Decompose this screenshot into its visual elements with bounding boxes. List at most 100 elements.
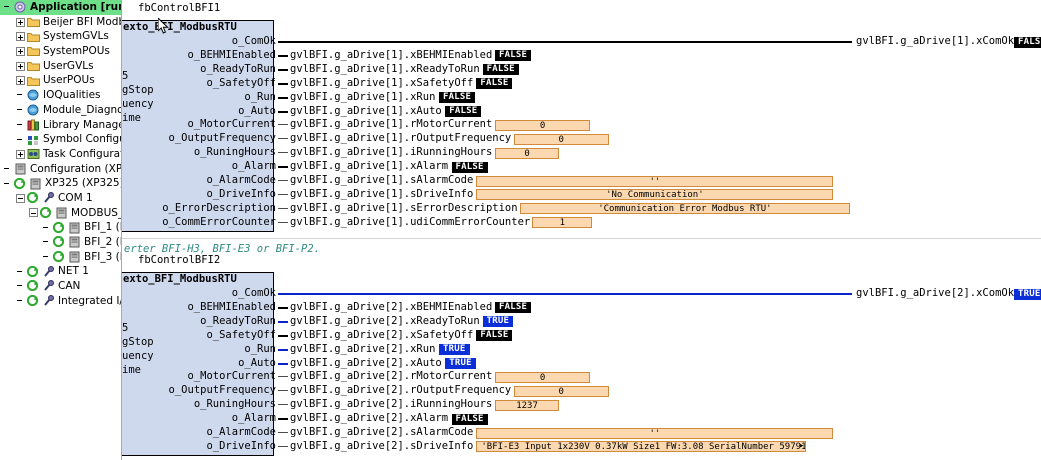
pou-icon bbox=[27, 104, 40, 116]
fb-output-connection-line bbox=[278, 41, 852, 43]
monitor-value-field[interactable]: 0 bbox=[495, 119, 591, 131]
monitor-value-field[interactable]: 0 bbox=[513, 385, 609, 397]
tree-item-beijer-bfi-modbus-rtu[interactable]: Beijer BFI Modbus RTU bbox=[0, 15, 121, 30]
output-variable-name: gvlBFI.g_aDrive[2].xSafetyOff bbox=[290, 328, 474, 341]
output-variable-name: gvlBFI.g_aDrive[2].sAlarmCode bbox=[290, 426, 474, 438]
fb-output-pin-label: o_Auto bbox=[238, 356, 276, 369]
tree-expander-plus-icon[interactable] bbox=[16, 17, 25, 27]
tree-item-label: Module_Diagnostics bbox=[43, 103, 121, 116]
fb-output-pin-label: o_DriveInfo bbox=[206, 439, 276, 452]
tree-item-userpous[interactable]: UserPOUs bbox=[0, 73, 121, 88]
fb-input-pin-label: uency bbox=[122, 350, 154, 362]
tree-item-label: Symbol Configuration bbox=[43, 133, 121, 146]
tree-expander-minus-icon[interactable] bbox=[29, 208, 38, 218]
tree-expander-minus-icon[interactable] bbox=[16, 193, 25, 203]
monitor-value-field[interactable]: 'BFI-E3 Input 1x230V 0.37kW Size1 FW:3.0… bbox=[476, 441, 807, 453]
tree-expander-plus-icon[interactable] bbox=[16, 32, 25, 42]
output-variable-name: gvlBFI.g_aDrive[1].sAlarmCode bbox=[290, 174, 474, 186]
output-variable-name: gvlBFI.g_aDrive[1].sErrorDescription bbox=[290, 201, 518, 214]
task-icon bbox=[27, 148, 40, 160]
monitor-value-field[interactable]: 1 bbox=[532, 217, 593, 229]
online-status-icon bbox=[27, 295, 39, 307]
tree-item-net-1[interactable]: NET 1 bbox=[0, 264, 121, 279]
tree-item-modbus-symb[interactable]: MODBUS_Symb bbox=[0, 206, 121, 221]
fb-output-connection-line bbox=[278, 390, 288, 392]
output-variable-name: gvlBFI.g_aDrive[1].xSafetyOff bbox=[290, 76, 474, 89]
tree-item-ioqualities[interactable]: IOQualities bbox=[0, 88, 121, 103]
tree-expander-plus-icon[interactable] bbox=[16, 46, 25, 56]
tree-item-label: Library Manager bbox=[43, 118, 121, 131]
folder-icon bbox=[27, 45, 40, 57]
tree-item-bfi-3-mod[interactable]: BFI_3 (MOD bbox=[0, 250, 121, 265]
monitor-value-text: 0 bbox=[524, 148, 530, 159]
monitor-value-field[interactable]: 1237 bbox=[495, 399, 560, 411]
fb-output-connection-line bbox=[278, 306, 288, 309]
tree-spacer bbox=[42, 238, 51, 247]
tree-item-configuration-xp[interactable]: Configuration (XP) bbox=[0, 162, 121, 177]
tree-item-systempous[interactable]: SystemPOUs bbox=[0, 44, 121, 59]
tree-item-systemgvls[interactable]: SystemGVLs bbox=[0, 29, 121, 44]
monitor-value-badge: FALSE bbox=[476, 78, 513, 90]
fb-output-connection-line bbox=[278, 221, 288, 223]
tree-item-label: CAN bbox=[58, 280, 81, 293]
function-block-body[interactable] bbox=[122, 272, 274, 456]
monitor-value-text: 1 bbox=[559, 218, 566, 229]
monitor-value-badge: FALSE bbox=[439, 92, 476, 104]
fb-output-connection-line bbox=[278, 110, 288, 113]
monitor-value-field[interactable]: 'No Communication' bbox=[476, 189, 834, 201]
tree-item-integrated-i-o[interactable]: Integrated I/O bbox=[0, 294, 121, 309]
fb-output-connection-line bbox=[278, 82, 288, 85]
project-tree-sidebar[interactable]: Application [run] Beijer BFI Modbus RTU Sy… bbox=[0, 0, 122, 460]
tree-item-xp325-xp325[interactable]: XP325 (XP325) bbox=[0, 176, 121, 191]
monitor-value-field[interactable]: '' bbox=[476, 175, 834, 187]
fb-output-pin-label: o_ReadyToRun bbox=[200, 62, 276, 75]
tree-item-com-1[interactable]: COM 1 bbox=[0, 191, 121, 206]
monitor-value-field[interactable]: 'Communication Error Modbus RTU' bbox=[519, 203, 850, 215]
fb-output-connection-line bbox=[278, 418, 288, 421]
tree-item-usergvls[interactable]: UserGVLs bbox=[0, 59, 121, 74]
plug-online-icon bbox=[42, 265, 55, 278]
fb-input-pin-label: gStop bbox=[122, 84, 154, 96]
monitor-value-field[interactable]: 0 bbox=[495, 147, 560, 159]
function-block-body[interactable] bbox=[122, 20, 274, 232]
tree-item-label: Integrated I/O bbox=[58, 294, 121, 307]
plug-online-icon bbox=[42, 295, 55, 307]
network-comment: erter BFI-H3, BFI-E3 or BFI-P2. bbox=[124, 243, 320, 255]
tree-item-library-manager[interactable]: Library Manager bbox=[0, 118, 121, 133]
fb-output-pin-label: o_RuningHours bbox=[193, 398, 276, 411]
tree-item-label: Beijer BFI Modbus RTU bbox=[43, 15, 121, 28]
tree-expander-plus-icon[interactable] bbox=[16, 149, 25, 159]
folder-icon bbox=[27, 75, 40, 87]
plug-online-icon bbox=[42, 280, 55, 292]
output-variable-name: gvlBFI.g_aDrive[2].xRun bbox=[290, 342, 436, 355]
tree-item-bfi-2-mod[interactable]: BFI_2 (MOD bbox=[0, 235, 121, 250]
tree-spacer bbox=[16, 297, 25, 306]
tree-item-application-run[interactable]: Application [run] bbox=[0, 0, 121, 15]
fbd-editor-canvas[interactable]: erter BFI-H3, BFI-E3 or BFI-P2. fbContro… bbox=[122, 0, 1041, 460]
output-variable-name: gvlBFI.g_aDrive[1].xAlarm bbox=[290, 160, 449, 173]
monitor-value-field[interactable]: 0 bbox=[513, 133, 609, 145]
monitor-value-text: 0 bbox=[558, 386, 564, 397]
fb-output-pin-label: o_ReadyToRun bbox=[200, 314, 276, 327]
tree-spacer bbox=[16, 120, 25, 129]
monitor-value-field[interactable]: 0 bbox=[495, 371, 591, 383]
tree-spacer bbox=[3, 179, 12, 188]
fb-output-connection-line bbox=[278, 432, 288, 433]
output-variable-name: gvlBFI.g_aDrive[2].xAuto bbox=[290, 356, 442, 369]
monitor-value-badge: FALSE bbox=[451, 161, 488, 173]
monitor-value-badge: FALSE bbox=[476, 330, 513, 342]
tree-item-module-diagnostics[interactable]: Module_Diagnostics bbox=[0, 103, 121, 118]
online-status-icon bbox=[14, 177, 26, 190]
monitor-value-text: 'BFI-E3 Input 1x230V 0.37kW Size1 FW:3.0… bbox=[481, 442, 807, 453]
monitor-value-field[interactable]: '' bbox=[476, 427, 834, 439]
tree-expander-plus-icon[interactable] bbox=[16, 76, 25, 86]
fb-output-connection-line bbox=[278, 152, 288, 154]
tree-item-task-configuration[interactable]: Task Configuration bbox=[0, 147, 121, 162]
tree-item-label: Task Configuration bbox=[43, 147, 121, 160]
monitor-value-text: '' bbox=[649, 176, 661, 187]
tree-item-label: XP325 (XP325) bbox=[45, 177, 121, 190]
tree-item-symbol-configuration[interactable]: Symbol Configuration bbox=[0, 132, 121, 147]
tree-item-bfi-1-mod[interactable]: BFI_1 (MOD bbox=[0, 220, 121, 235]
tree-item-can[interactable]: CAN bbox=[0, 279, 121, 294]
tree-expander-plus-icon[interactable] bbox=[16, 61, 25, 71]
